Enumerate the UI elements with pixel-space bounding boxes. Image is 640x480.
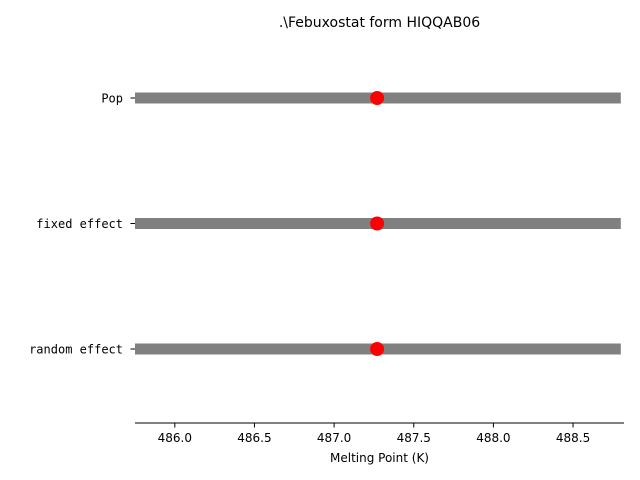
x-tick-label: 487.0 — [317, 431, 351, 445]
y-tick-label: fixed effect — [36, 217, 123, 231]
y-tick-label: random effect — [29, 343, 123, 357]
estimate-point — [370, 91, 385, 105]
estimate-point — [370, 342, 385, 356]
chart-title: .\Febuxostat form HIQQAB06 — [279, 15, 480, 31]
x-tick-label: 488.5 — [556, 431, 590, 445]
plot-area — [135, 91, 621, 356]
x-tick-label: 488.0 — [476, 431, 510, 445]
x-tick-label: 487.5 — [397, 431, 431, 445]
x-axis-label: Melting Point (K) — [330, 451, 429, 465]
y-tick-label: Pop — [101, 92, 123, 106]
x-tick-label: 486.5 — [237, 431, 271, 445]
y-axis-ticks: Pop fixed effect random effect — [29, 92, 135, 357]
x-axis-ticks: 486.0 486.5 487.0 487.5 488.0 488.5 — [158, 423, 590, 445]
estimate-point — [370, 216, 385, 231]
x-tick-label: 486.0 — [158, 431, 192, 445]
